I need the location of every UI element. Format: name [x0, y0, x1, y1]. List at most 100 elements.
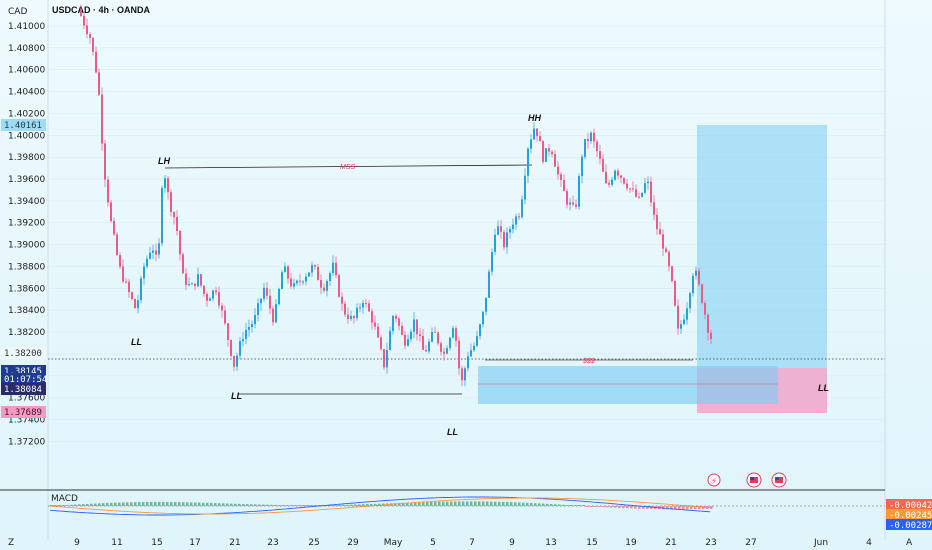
y-tick-label: 1.39200: [8, 219, 45, 229]
candle-body: [371, 311, 373, 323]
candle-body: [173, 211, 175, 218]
candle-body: [266, 287, 268, 296]
macd-bar: [514, 502, 517, 506]
macd-bar: [630, 506, 633, 509]
macd-bar: [610, 506, 613, 508]
macd-bar: [266, 504, 269, 506]
candle-body: [389, 330, 391, 350]
macd-bar: [302, 505, 305, 506]
macd-bar: [598, 506, 601, 507]
swing-label-ll: LL: [131, 337, 142, 347]
x-tick-label: Jun: [813, 538, 828, 548]
macd-tag-b: -0.00245: [889, 511, 932, 521]
target-price-tag: 1.40161: [4, 121, 42, 131]
macd-bar: [686, 506, 689, 510]
candle-body: [425, 349, 427, 352]
demand-zone[interactable]: [478, 366, 778, 404]
y-tick-label: 1.39000: [8, 241, 45, 251]
swing-label-ll: LL: [447, 427, 458, 437]
macd-bar: [274, 504, 277, 506]
candle-body: [269, 295, 271, 309]
candle-body: [533, 128, 535, 140]
candle-body: [593, 132, 595, 142]
candle-body: [206, 293, 208, 301]
macd-bar: [118, 502, 121, 506]
us-flag-canton: [750, 477, 754, 480]
x-tick-label: 15: [151, 538, 162, 548]
y-tick-label: 1.37400: [8, 415, 45, 425]
flash-glyph: ⚡: [711, 477, 717, 487]
candle-body: [572, 202, 574, 205]
candle-body: [113, 221, 115, 235]
macd-bar: [542, 503, 545, 506]
candle-body: [83, 15, 85, 26]
macd-bar: [402, 502, 405, 506]
candle-body: [101, 94, 103, 144]
candle-body: [668, 252, 670, 267]
macd-tag-a-bg: [886, 499, 932, 510]
macd-bar: [494, 501, 497, 506]
macd-bar: [162, 501, 165, 506]
macd-bar: [194, 502, 197, 506]
candle-body: [647, 181, 649, 184]
macd-bar: [218, 503, 221, 506]
candle-body: [362, 302, 364, 308]
x-tick-label: 23: [705, 538, 716, 548]
candle-body: [356, 307, 358, 319]
candle-body: [404, 334, 406, 346]
candle-body: [443, 351, 445, 354]
candle-body: [164, 178, 166, 189]
macd-bar: [522, 502, 525, 506]
candle-body: [359, 307, 361, 309]
take-profit-zone[interactable]: [697, 125, 827, 368]
candle-body: [188, 284, 190, 286]
candle-body: [587, 139, 589, 142]
macd-bar: [214, 503, 217, 506]
candle-body: [644, 183, 646, 193]
macd-bar: [278, 504, 281, 506]
candle-body: [407, 339, 409, 346]
macd-bar: [346, 504, 349, 506]
footer-left: Z: [8, 538, 14, 548]
flash-icon[interactable]: [707, 473, 721, 487]
candle-body: [581, 156, 583, 177]
macd-bar: [86, 503, 89, 506]
y-tick-label: 1.40200: [8, 109, 45, 119]
candle-body: [479, 324, 481, 337]
candle-body: [401, 325, 403, 335]
y-tick-label: 1.38400: [8, 306, 45, 316]
macd-bar: [186, 502, 189, 506]
candle-body: [242, 339, 244, 342]
candle-body: [308, 272, 310, 277]
macd-bar: [554, 504, 557, 506]
candle-body: [254, 315, 256, 325]
macd-bar: [566, 505, 569, 506]
candle-body: [368, 303, 370, 312]
candle-body: [419, 334, 421, 336]
macd-bar: [414, 502, 417, 506]
macd-bar: [666, 506, 669, 510]
candle-body: [638, 196, 640, 198]
macd-bar: [562, 504, 565, 506]
candle-body: [278, 289, 280, 305]
candle-body: [512, 224, 514, 230]
candle-body: [626, 183, 628, 189]
candle-body: [617, 170, 619, 176]
macd-bar: [158, 501, 161, 506]
macd-bar: [286, 505, 289, 506]
candle-body: [110, 202, 112, 222]
macd-bar: [702, 506, 705, 510]
candle-body: [290, 278, 292, 287]
macd-bar: [526, 502, 529, 506]
macd-bar: [442, 501, 445, 506]
macd-bar: [94, 503, 97, 506]
macd-bar: [446, 501, 449, 506]
candle-body: [677, 305, 679, 329]
candle-body: [413, 319, 415, 332]
candle-body: [434, 331, 436, 333]
macd-bar: [438, 501, 441, 506]
candle-body: [428, 341, 430, 352]
candle-body: [287, 266, 289, 279]
